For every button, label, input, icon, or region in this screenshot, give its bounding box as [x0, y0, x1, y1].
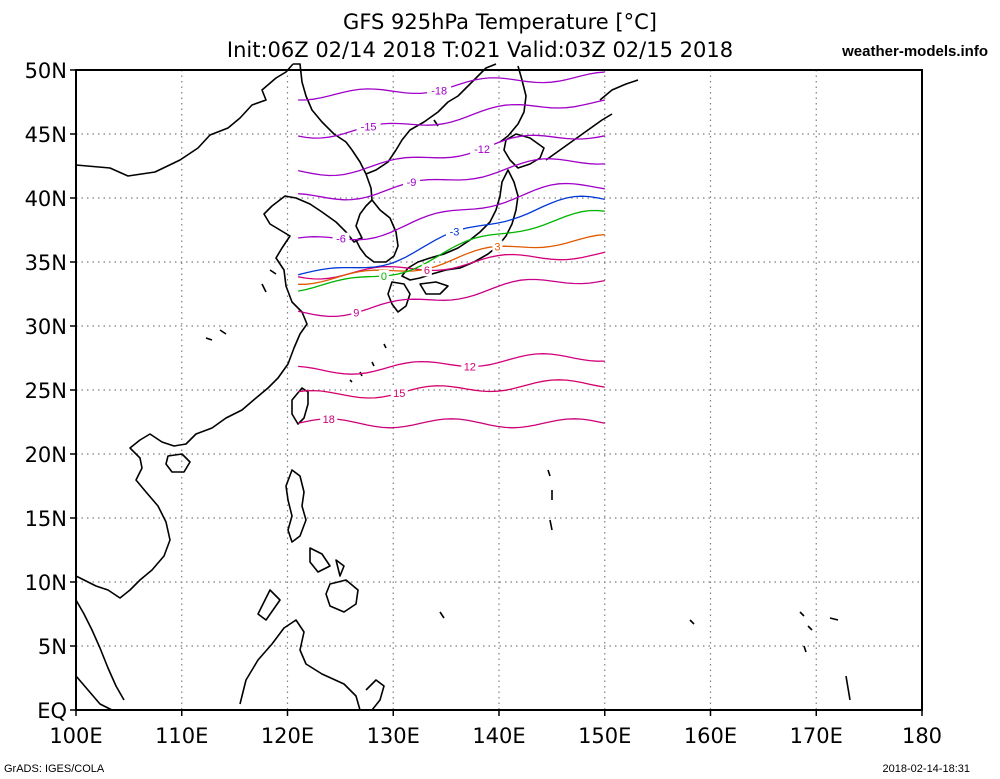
- contour-label: -12: [474, 144, 490, 156]
- coast-hainan: [165, 453, 191, 473]
- contour-label-bg: [390, 387, 408, 400]
- contour-line: [298, 353, 605, 375]
- coast-visayas: [309, 547, 345, 577]
- contour-label-bg: [445, 225, 463, 238]
- coast-malay: [75, 599, 125, 701]
- contour-label: -3: [450, 226, 460, 238]
- contour-line: [297, 418, 605, 429]
- coast-korea: [355, 199, 399, 263]
- coast-pacific-islands: [205, 119, 851, 701]
- coast-borneo: [239, 619, 361, 711]
- coast-palawan: [257, 589, 281, 621]
- contour-label: 6: [424, 265, 430, 277]
- contour-label-bg: [427, 84, 452, 97]
- x-tick-label: 150E: [578, 724, 631, 748]
- x-axis-ticks: 100E 110E 120E 130E 140E 150E 160E 170E 180: [49, 710, 942, 748]
- site-label: weather-models.info: [842, 43, 988, 60]
- y-tick-label: EQ: [37, 699, 67, 723]
- contour-line: [298, 379, 605, 399]
- coast-luzon: [285, 469, 307, 543]
- contour-label: 18: [323, 414, 335, 426]
- footer-credit: GrADS: IGES/COLA: [4, 763, 105, 775]
- contour-line: [297, 278, 605, 318]
- contour-label: -18: [431, 85, 447, 97]
- footer-timestamp: 2018-02-14-18:31: [882, 763, 970, 775]
- y-tick-label: 15N: [25, 507, 67, 531]
- contour-label-bg: [492, 240, 503, 253]
- x-tick-label: 160E: [684, 724, 737, 748]
- coast-sulawesi: [365, 679, 385, 711]
- coast-asia-mainland: [75, 63, 373, 599]
- y-tick-label: 40N: [25, 187, 67, 211]
- x-tick-label: 120E: [261, 724, 314, 748]
- contour-label: -9: [407, 177, 417, 189]
- x-tick-label: 140E: [472, 724, 525, 748]
- coast-ryukyu: [349, 343, 387, 383]
- coast-kurils: [545, 113, 613, 161]
- y-tick-label: 5N: [38, 635, 67, 659]
- chart-title: GFS 925hPa Temperature [°C]: [343, 10, 657, 34]
- contour-label-bg: [461, 360, 479, 373]
- contour-label-bg: [332, 232, 350, 245]
- contour-label-bg: [320, 412, 338, 425]
- contour-label-bg: [470, 143, 495, 156]
- coast-kamchatka: [599, 79, 639, 101]
- contour-label-bg: [356, 120, 381, 133]
- y-tick-label: 10N: [25, 571, 67, 595]
- coast-mindanao: [325, 579, 359, 613]
- coastlines: [75, 63, 851, 711]
- contour-line: [298, 71, 605, 101]
- contour-label: -6: [336, 234, 346, 246]
- contour-line: [298, 233, 605, 285]
- y-axis-ticks: EQ 5N 10N 15N 20N 25N 30N 35N 40N 45N 50N: [25, 59, 76, 723]
- coast-sakhalin: [499, 65, 527, 143]
- x-tick-label: 130E: [367, 724, 420, 748]
- contour-line: [298, 158, 605, 201]
- contour-label-bg: [378, 270, 389, 283]
- x-tick-label: 110E: [155, 724, 208, 748]
- contour-label-bg: [421, 264, 432, 277]
- contour-label-bg: [403, 176, 421, 189]
- y-tick-label: 20N: [25, 443, 67, 467]
- contour-label: 0: [381, 271, 387, 283]
- y-tick-label: 30N: [25, 315, 67, 339]
- graticule: [76, 70, 922, 710]
- y-tick-label: 50N: [25, 59, 67, 83]
- contour-line: [297, 134, 605, 177]
- x-tick-label: 170E: [790, 724, 843, 748]
- coast-taiwan: [291, 387, 309, 425]
- y-tick-label: 25N: [25, 379, 67, 403]
- chart-subtitle: Init:06Z 02/14 2018 T:021 Valid:03Z 02/1…: [226, 38, 734, 62]
- contour-label: 3: [494, 241, 500, 253]
- contour-labels: 18 15 12 9 6 3 0 -3 -6 -9 -12 -15 -18: [320, 84, 503, 426]
- contour-label: 15: [393, 388, 405, 400]
- temperature-contours: [297, 71, 605, 429]
- y-tick-label: 35N: [25, 251, 67, 275]
- contour-label: 9: [353, 308, 359, 320]
- x-tick-label: 100E: [49, 724, 102, 748]
- contour-line: [297, 209, 605, 292]
- contour-line: [297, 99, 605, 139]
- y-tick-label: 45N: [25, 123, 67, 147]
- coast-sumatra: [75, 675, 113, 711]
- coast-kyushu: [387, 281, 411, 313]
- contour-label: 12: [464, 362, 476, 374]
- x-tick-label: 180: [902, 724, 942, 748]
- contour-label-bg: [351, 306, 362, 319]
- coast-shikoku: [419, 281, 449, 295]
- contour-label: -15: [361, 121, 377, 133]
